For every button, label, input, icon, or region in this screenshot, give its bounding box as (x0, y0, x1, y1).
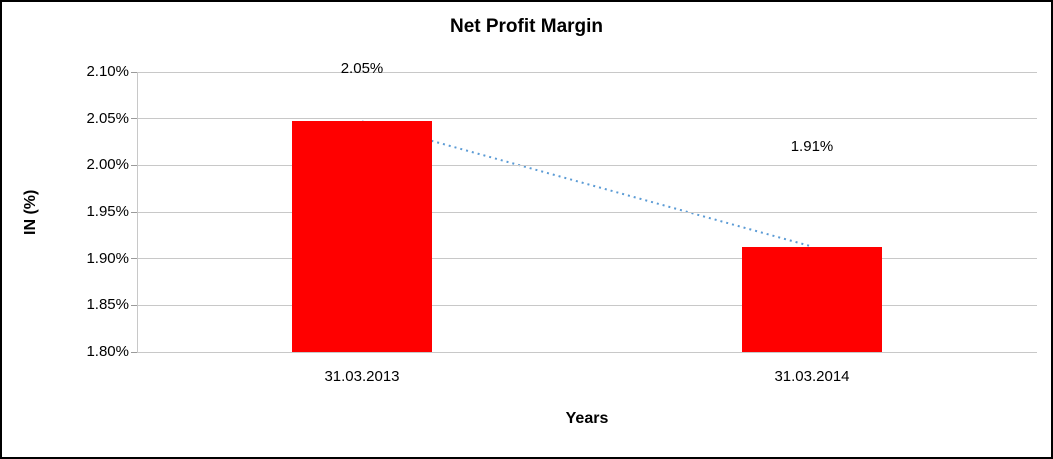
y-tick-mark (131, 351, 137, 353)
y-tick-label: 2.10% (86, 63, 129, 80)
y-tick-mark (131, 211, 137, 213)
bar-31.03.2014 (742, 246, 882, 352)
data-label: 1.91% (790, 137, 834, 155)
y-tick-label: 1.85% (86, 296, 129, 314)
y-tick-mark (131, 304, 137, 306)
bar-31.03.2013 (292, 121, 432, 352)
data-label: 2.05% (340, 60, 384, 78)
y-tick-mark (131, 118, 137, 120)
gridline (137, 351, 1037, 353)
y-tick-mark (131, 258, 137, 260)
y-tick-label: 2.05% (86, 109, 129, 127)
gridline (137, 71, 1037, 73)
x-category-label: 31.03.2013 (324, 368, 400, 385)
y-tick-mark (131, 71, 137, 73)
y-tick-label: 1.80% (86, 343, 129, 360)
gridline (137, 118, 1037, 120)
gridline (137, 304, 1037, 306)
plot-area (137, 71, 1037, 353)
y-tick-label: 2.00% (86, 156, 129, 174)
y-tick-mark (131, 164, 137, 166)
gridline (137, 258, 1037, 260)
gridline (137, 211, 1037, 213)
x-category-label: 31.03.2014 (774, 368, 850, 385)
y-tick-label: 1.90% (86, 249, 129, 267)
x-axis-title: Years (565, 410, 609, 427)
chart-title: Net Profit Margin (449, 16, 604, 37)
y-tick-label: 1.95% (86, 203, 129, 220)
gridline (137, 164, 1037, 166)
